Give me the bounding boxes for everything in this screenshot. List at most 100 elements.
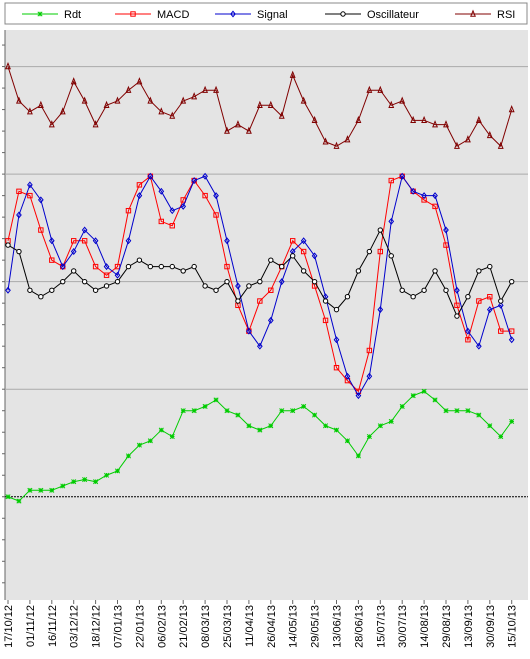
point	[377, 423, 383, 429]
point	[421, 388, 427, 394]
point	[81, 278, 88, 285]
point	[301, 403, 307, 409]
point	[399, 403, 405, 409]
point	[169, 111, 176, 119]
point	[476, 342, 482, 350]
point	[355, 392, 362, 400]
point	[213, 397, 219, 403]
legend-box	[4, 2, 528, 25]
point	[71, 238, 77, 244]
x-tick-label: 14/08/13	[419, 605, 431, 648]
point	[136, 182, 143, 188]
point	[114, 271, 121, 279]
point	[465, 337, 471, 343]
point	[290, 238, 296, 244]
point	[38, 196, 44, 204]
x-tick-label: 21/02/13	[178, 605, 190, 648]
point	[213, 287, 219, 293]
point	[224, 278, 230, 285]
point	[267, 316, 274, 324]
x-tick-label: 01/11/12	[25, 605, 37, 647]
point	[81, 226, 88, 234]
x-tick-label: 29/08/13	[441, 605, 453, 648]
point	[224, 408, 230, 414]
point	[49, 487, 55, 493]
point	[59, 107, 66, 115]
point	[158, 427, 164, 433]
point	[278, 278, 285, 286]
point	[169, 207, 176, 215]
point	[180, 408, 186, 414]
point	[59, 263, 66, 271]
point	[60, 278, 66, 285]
legend-marker	[37, 11, 43, 17]
point	[410, 393, 416, 399]
x-tick-label: 18/12/12	[91, 605, 103, 648]
point	[421, 192, 427, 200]
point	[377, 227, 383, 233]
point	[344, 135, 351, 143]
point	[497, 141, 504, 149]
point	[202, 172, 208, 180]
point	[92, 287, 99, 293]
point	[103, 472, 110, 478]
point	[421, 115, 428, 124]
point	[475, 115, 482, 124]
legend-marker	[340, 11, 346, 17]
point	[366, 433, 372, 440]
point	[38, 487, 44, 493]
legend-label: Oscillateur	[367, 9, 419, 21]
point	[432, 268, 438, 274]
point	[158, 263, 165, 270]
point	[311, 252, 318, 260]
point	[147, 96, 154, 104]
point	[191, 263, 197, 270]
point	[125, 85, 132, 93]
point	[81, 238, 88, 244]
x-tick-label: 14/05/13	[288, 605, 300, 648]
point	[48, 120, 55, 128]
point	[300, 248, 307, 255]
point	[136, 77, 143, 85]
point	[388, 177, 394, 184]
point	[290, 253, 296, 259]
point	[497, 301, 504, 309]
point	[5, 242, 11, 248]
point	[92, 263, 99, 270]
point	[103, 283, 110, 289]
point	[49, 287, 55, 293]
point	[476, 298, 482, 304]
point	[322, 317, 329, 324]
point	[476, 268, 482, 274]
point	[93, 479, 99, 485]
point	[344, 438, 351, 444]
point	[5, 286, 11, 294]
point	[486, 130, 493, 139]
point	[312, 412, 318, 418]
point	[388, 217, 395, 225]
series	[5, 227, 515, 319]
series	[5, 172, 515, 400]
plot-area	[5, 30, 528, 600]
point	[257, 298, 263, 304]
point	[377, 306, 384, 314]
point	[322, 137, 329, 145]
series-line	[7, 175, 513, 397]
point	[487, 423, 493, 429]
point	[169, 223, 175, 229]
point	[213, 212, 219, 218]
point	[213, 192, 219, 200]
x-tick-label: 15/10/13	[507, 605, 519, 648]
point	[487, 294, 493, 300]
x-tick-label: 22/01/13	[134, 605, 146, 648]
point	[125, 237, 132, 245]
point	[125, 207, 132, 214]
point	[399, 287, 405, 293]
point	[224, 263, 230, 270]
point	[114, 468, 121, 474]
point	[311, 278, 318, 285]
point	[268, 287, 274, 293]
point	[49, 257, 55, 263]
point	[333, 336, 340, 344]
point	[465, 408, 471, 414]
